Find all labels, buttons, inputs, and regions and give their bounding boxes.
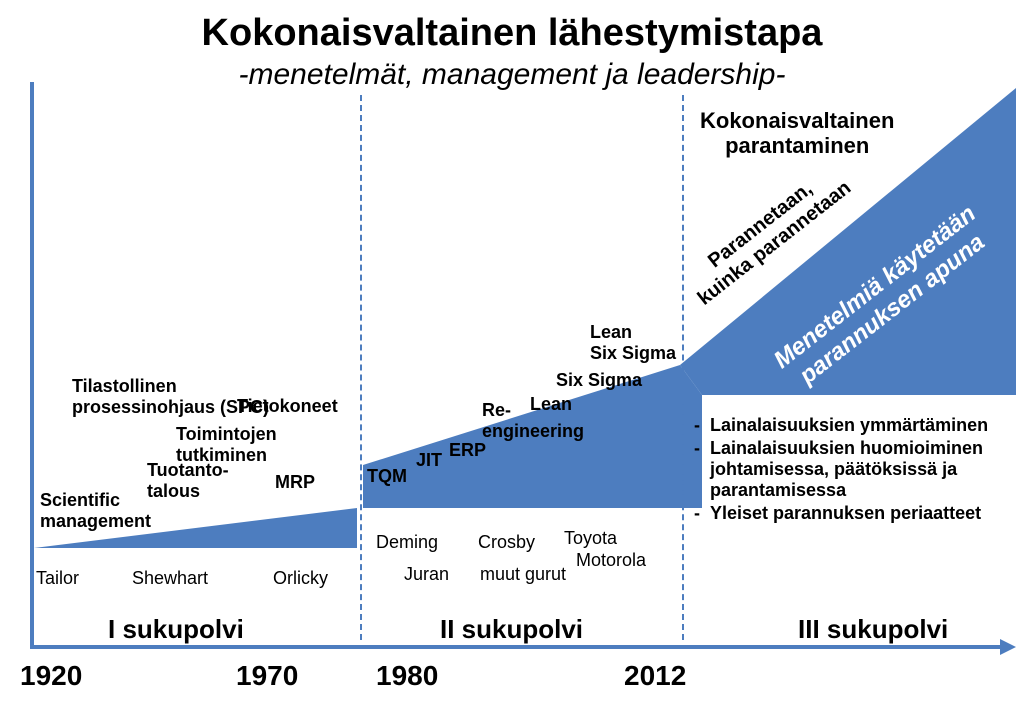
method-label: Juran	[404, 564, 449, 585]
method-label: Orlicky	[273, 568, 328, 589]
chart-subtitle: -menetelmät, management ja leadership-	[0, 58, 1024, 92]
y-axis	[30, 82, 34, 649]
method-label: muut gurut	[480, 564, 566, 585]
era-divider	[360, 95, 362, 640]
method-label: JIT	[416, 450, 442, 471]
method-label: Motorola	[576, 550, 646, 571]
era-label: II sukupolvi	[440, 614, 583, 645]
method-label: Tuotanto- talous	[147, 460, 229, 501]
method-label: Re- engineering	[482, 400, 584, 441]
method-label: Lean Six Sigma	[590, 322, 676, 363]
method-label: MRP	[275, 472, 315, 493]
year-label: 1980	[376, 660, 438, 692]
diagram-canvas: Kokonaisvaltainen lähestymistapa -menete…	[0, 0, 1024, 717]
method-label: Scientific management	[40, 490, 151, 531]
method-label: TQM	[367, 466, 407, 487]
method-label: Six Sigma	[556, 370, 642, 391]
year-label: 1920	[20, 660, 82, 692]
bullet-text: Yleiset parannuksen periaatteet	[710, 503, 981, 524]
year-label: 2012	[624, 660, 686, 692]
method-label: Shewhart	[132, 568, 208, 589]
method-label: ERP	[449, 440, 486, 461]
year-label: 1970	[236, 660, 298, 692]
bullet-dash-icon: -	[694, 415, 710, 436]
bullet-dash-icon: -	[694, 438, 710, 459]
bullet-dash-icon: -	[694, 503, 710, 524]
era-label: III sukupolvi	[798, 614, 948, 645]
bullet-item: -Lainalaisuuksien huomioiminen johtamise…	[694, 438, 1014, 501]
bullet-item: -Lainalaisuuksien ymmärtäminen	[694, 415, 1014, 436]
method-label: Tailor	[36, 568, 79, 589]
method-label: Toyota	[564, 528, 617, 549]
bullet-text: Lainalaisuuksien ymmärtäminen	[710, 415, 988, 436]
era-divider	[682, 95, 684, 640]
x-axis	[30, 645, 1002, 649]
bullet-text: Lainalaisuuksien huomioiminen johtamises…	[710, 438, 1014, 501]
method-label: Crosby	[478, 532, 535, 553]
chart-title: Kokonaisvaltainen lähestymistapa	[0, 12, 1024, 55]
method-label: Tietokoneet	[237, 396, 338, 417]
gen3-bullets: -Lainalaisuuksien ymmärtäminen-Lainalais…	[694, 415, 1014, 526]
x-axis-arrow-icon	[1000, 639, 1016, 655]
era-label: I sukupolvi	[108, 614, 244, 645]
method-label: Deming	[376, 532, 438, 553]
bullet-item: -Yleiset parannuksen periaatteet	[694, 503, 1014, 524]
